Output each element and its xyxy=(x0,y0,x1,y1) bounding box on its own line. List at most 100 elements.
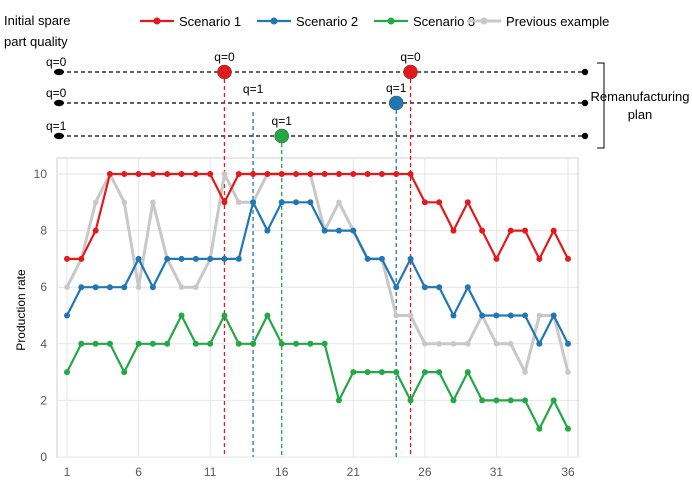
data-point-scenario-2-2 xyxy=(78,284,85,291)
data-point-scenario-2-33 xyxy=(522,312,529,319)
data-point-scenario-1-19 xyxy=(321,171,328,177)
data-point-previous-example-12 xyxy=(221,171,228,177)
data-point-scenario-1-35 xyxy=(550,227,557,234)
data-point-scenario-1-14 xyxy=(250,171,257,177)
data-point-scenario-2-19 xyxy=(321,227,328,234)
initial-quality-label-line1: Initial spare xyxy=(4,13,70,28)
data-point-scenario-3-4 xyxy=(106,340,113,347)
plan-label-line2: plan xyxy=(628,107,653,122)
data-point-previous-example-28 xyxy=(450,341,457,347)
data-point-scenario-1-5 xyxy=(121,171,128,177)
plan-start-marker-3 xyxy=(54,132,64,140)
data-point-scenario-3-13 xyxy=(235,340,242,347)
data-point-scenario-2-36 xyxy=(565,340,571,347)
data-point-scenario-3-30 xyxy=(479,397,486,404)
data-point-scenario-3-25 xyxy=(407,397,414,404)
y-tick-label-0: 0 xyxy=(40,450,47,464)
data-point-previous-example-26 xyxy=(422,341,428,347)
data-point-scenario-2-13 xyxy=(235,255,242,262)
y-tick-label-8: 8 xyxy=(40,224,47,238)
initial-quality-label-line2: part quality xyxy=(4,34,68,49)
data-point-scenario-3-22 xyxy=(364,369,371,376)
data-point-scenario-2-24 xyxy=(393,284,400,291)
data-point-previous-example-32 xyxy=(507,341,514,347)
x-tick-label-21: 21 xyxy=(347,465,361,479)
data-point-scenario-1-25 xyxy=(407,171,414,177)
legend-label-scenario-2: Scenario 2 xyxy=(296,14,358,29)
y-tick-label-10: 10 xyxy=(34,167,48,181)
data-point-scenario-2-23 xyxy=(378,255,385,262)
data-point-scenario-1-7 xyxy=(149,171,156,177)
data-point-previous-example-25 xyxy=(407,312,414,319)
x-tick-label-1: 1 xyxy=(64,465,71,479)
x-tick-label-31: 31 xyxy=(490,465,504,479)
data-point-scenario-3-23 xyxy=(378,369,385,376)
data-point-scenario-2-21 xyxy=(350,227,357,234)
data-point-scenario-1-13 xyxy=(235,171,242,177)
data-point-scenario-2-4 xyxy=(106,284,113,291)
data-point-scenario-2-34 xyxy=(536,340,543,347)
data-point-scenario-2-5 xyxy=(121,284,128,291)
data-point-scenario-2-30 xyxy=(479,312,486,319)
data-point-previous-example-20 xyxy=(336,199,342,206)
data-point-previous-example-6 xyxy=(135,284,142,291)
plan-start-marker-1 xyxy=(54,68,64,76)
data-point-scenario-1-4 xyxy=(106,171,113,177)
y-tick-label-6: 6 xyxy=(40,280,47,294)
data-point-scenario-1-10 xyxy=(192,171,199,177)
data-point-previous-example-10 xyxy=(193,284,199,291)
data-point-scenario-3-14 xyxy=(250,340,257,347)
plan-start-label-1: q=0 xyxy=(46,55,67,69)
y-axis-label: Production rate xyxy=(14,269,28,351)
data-point-scenario-2-8 xyxy=(164,255,171,262)
data-point-scenario-1-15 xyxy=(264,171,271,177)
data-point-scenario-1-2 xyxy=(78,255,85,262)
data-point-scenario-3-8 xyxy=(164,340,171,347)
data-point-scenario-1-33 xyxy=(522,227,529,234)
data-point-scenario-2-1 xyxy=(64,312,70,319)
data-point-previous-example-29 xyxy=(465,341,471,347)
data-point-scenario-1-12 xyxy=(221,199,228,206)
data-point-scenario-2-32 xyxy=(507,312,514,319)
data-point-scenario-3-24 xyxy=(393,369,400,376)
legend-marker-scenario-3 xyxy=(387,17,395,25)
data-point-scenario-1-17 xyxy=(293,171,300,177)
data-point-scenario-3-16 xyxy=(278,340,285,347)
data-point-previous-example-34 xyxy=(536,312,543,319)
data-point-scenario-3-27 xyxy=(436,369,443,376)
data-point-previous-example-1 xyxy=(64,284,70,291)
data-point-scenario-3-3 xyxy=(92,340,99,347)
data-point-scenario-1-20 xyxy=(335,171,342,177)
data-point-previous-example-5 xyxy=(121,199,128,206)
data-point-scenario-3-36 xyxy=(565,425,571,432)
data-point-scenario-3-33 xyxy=(522,397,529,404)
data-point-scenario-1-30 xyxy=(479,227,486,234)
plan-event-label-1-1: q=0 xyxy=(214,50,235,64)
x-tick-label-6: 6 xyxy=(135,465,142,479)
data-point-scenario-3-32 xyxy=(507,397,514,404)
data-point-scenario-2-16 xyxy=(278,199,285,206)
data-point-scenario-3-17 xyxy=(293,340,300,347)
data-point-scenario-2-7 xyxy=(149,284,156,291)
data-point-scenario-1-3 xyxy=(92,227,99,234)
data-point-scenario-2-18 xyxy=(307,199,314,206)
data-point-scenario-1-21 xyxy=(350,171,357,177)
series-lines xyxy=(64,171,571,432)
data-point-scenario-1-23 xyxy=(378,171,385,177)
x-tick-label-16: 16 xyxy=(275,465,289,479)
data-point-scenario-2-25 xyxy=(407,255,414,262)
data-point-scenario-3-19 xyxy=(321,340,328,347)
data-point-scenario-2-28 xyxy=(450,312,457,319)
data-point-scenario-3-31 xyxy=(493,397,500,404)
data-point-scenario-1-22 xyxy=(364,171,371,177)
data-point-scenario-3-10 xyxy=(192,340,199,347)
data-point-scenario-1-34 xyxy=(536,255,543,262)
data-point-scenario-3-26 xyxy=(421,369,428,376)
legend-marker-scenario-1 xyxy=(153,17,161,25)
legend-marker-previous-example xyxy=(480,17,488,25)
data-point-previous-example-36 xyxy=(565,369,571,375)
data-point-scenario-2-27 xyxy=(436,284,443,291)
data-point-scenario-1-28 xyxy=(450,227,457,234)
plan-end-marker-2 xyxy=(581,99,589,107)
